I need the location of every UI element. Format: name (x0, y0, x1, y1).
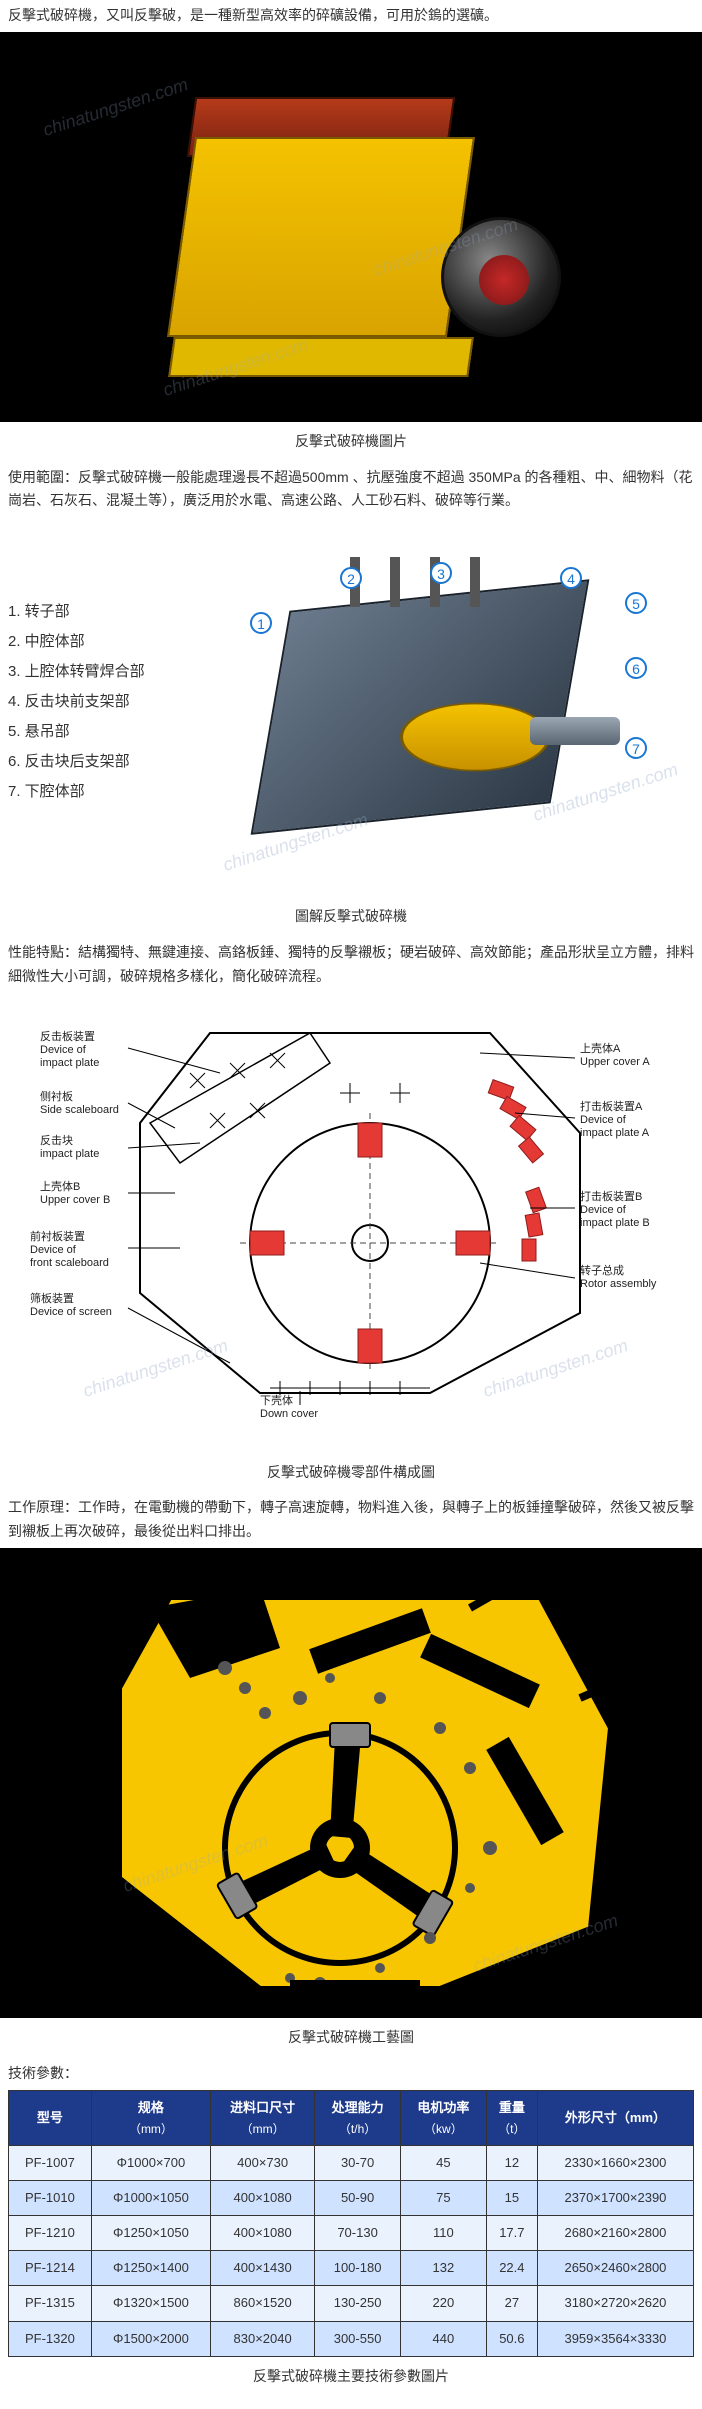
label-item: 2. 中腔体部 (8, 627, 145, 657)
table-row: PF-1320Φ1500×2000830×2040300-55044050.63… (9, 2321, 694, 2356)
col-header: 外形尺寸（mm） (537, 2090, 693, 2145)
part-label: 打击板装置ADevice ofimpact plate A (580, 1101, 649, 1141)
exploded-diagram-block: 1. 转子部 2. 中腔体部 3. 上腔体转臂焊合部 4. 反击块前支架部 5.… (0, 517, 702, 937)
part-label: 上壳体AUpper cover A (580, 1043, 650, 1069)
principle-paragraph: 工作原理：工作時，在電動機的帶動下，轉子高速旋轉，物料進入後，與轉子上的板錘撞擊… (0, 1492, 702, 1548)
label-item: 4. 反击块前支架部 (8, 687, 145, 717)
product-photo-block: chinatungsten.com chinatungsten.com chin… (0, 32, 702, 462)
table-row: PF-1214Φ1250×1400400×1430100-18013222.42… (9, 2251, 694, 2286)
col-header: 处理能力（t/h） (315, 2090, 401, 2145)
exploded-diagram-caption: 圖解反擊式破碎機 (0, 897, 702, 937)
spec-table: 型号 规格（mm） 进料口尺寸（mm） 处理能力（t/h） 电机功率（kw） 重… (8, 2090, 694, 2357)
exploded-labels-list: 1. 转子部 2. 中腔体部 3. 上腔体转臂焊合部 4. 反击块前支架部 5.… (8, 597, 145, 807)
table-row: PF-1010Φ1000×1050400×108050-9075152370×1… (9, 2181, 694, 2216)
process-svg (0, 1548, 702, 2018)
product-photo-caption: 反擊式破碎機圖片 (0, 422, 702, 462)
table-row: PF-1007Φ1000×700400×73030-7045122330×166… (9, 2146, 694, 2181)
table-row: PF-1210Φ1250×1050400×108070-13011017.726… (9, 2216, 694, 2251)
parts-diagram-block: 反击板装置Device ofimpact plate 侧衬板Side scale… (0, 993, 702, 1493)
callout-number: 3 (430, 562, 452, 584)
table-row: PF-1315Φ1320×1500860×1520130-25022027318… (9, 2286, 694, 2321)
label-item: 1. 转子部 (8, 597, 145, 627)
exploded-diagram: 1. 转子部 2. 中腔体部 3. 上腔体转臂焊合部 4. 反击块前支架部 5.… (0, 517, 702, 897)
parts-diagram-caption: 反擊式破碎機零部件構成圖 (0, 1453, 702, 1493)
crusher-illustration (141, 77, 561, 377)
label-item: 7. 下腔体部 (8, 777, 145, 807)
callout-number: 6 (625, 657, 647, 679)
parts-cross-section: 反击板装置Device ofimpact plate 侧衬板Side scale… (0, 993, 702, 1453)
process-diagram-block: chinatungsten.com chinatungsten.com 反擊式破… (0, 1548, 702, 2058)
part-label: 打击板装置BDevice ofimpact plate B (580, 1191, 650, 1231)
part-label: 反击板装置Device ofimpact plate (40, 1031, 99, 1071)
intro-paragraph: 反擊式破碎機，又叫反擊破，是一種新型高效率的碎礦設備，可用於鎢的選礦。 (0, 0, 702, 32)
col-header: 进料口尺寸（mm） (211, 2090, 315, 2145)
col-header: 规格（mm） (91, 2090, 210, 2145)
part-label: 上壳体BUpper cover B (40, 1181, 110, 1207)
spec-table-body: PF-1007Φ1000×700400×73030-7045122330×166… (9, 2146, 694, 2357)
process-diagram: chinatungsten.com chinatungsten.com (0, 1548, 702, 2018)
part-label: 反击块impact plate (40, 1135, 99, 1161)
callout-number: 7 (625, 737, 647, 759)
params-heading: 技術參數： (0, 2058, 702, 2090)
col-header: 重量（t） (486, 2090, 537, 2145)
part-label: 侧衬板Side scaleboard (40, 1091, 119, 1117)
col-header: 型号 (9, 2090, 92, 2145)
part-label: 筛板装置Device of screen (30, 1293, 112, 1319)
part-label: 转子总成Rotor assembly (580, 1265, 656, 1291)
scope-paragraph: 使用範圍：反擊式破碎機一般能處理邊長不超過500mm 、抗壓強度不超過 350M… (0, 462, 702, 518)
features-paragraph: 性能特點：結構獨特、無鍵連接、高鉻板錘、獨特的反擊襯板；硬岩破碎、高效節能；產品… (0, 937, 702, 993)
part-label: 下壳体Down cover (260, 1395, 318, 1421)
spec-table-head: 型号 规格（mm） 进料口尺寸（mm） 处理能力（t/h） 电机功率（kw） 重… (9, 2090, 694, 2145)
callout-number: 5 (625, 592, 647, 614)
spec-table-caption: 反擊式破碎機主要技術參數圖片 (0, 2357, 702, 2397)
product-photo: chinatungsten.com chinatungsten.com chin… (0, 32, 702, 422)
label-item: 5. 悬吊部 (8, 717, 145, 747)
col-header: 电机功率（kw） (400, 2090, 486, 2145)
label-item: 6. 反击块后支架部 (8, 747, 145, 777)
process-diagram-caption: 反擊式破碎機工藝圖 (0, 2018, 702, 2058)
part-label: 前衬板装置Device offront scaleboard (30, 1231, 109, 1271)
callout-number: 1 (250, 612, 272, 634)
exploded-isometric: 1 2 3 4 5 6 7 (230, 557, 630, 857)
label-item: 3. 上腔体转臂焊合部 (8, 657, 145, 687)
